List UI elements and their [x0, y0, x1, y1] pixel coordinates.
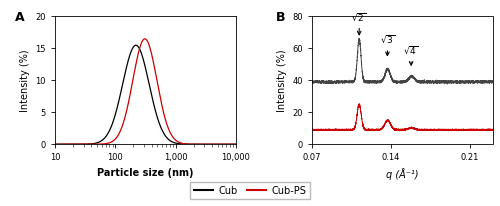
Text: B: B: [276, 11, 285, 24]
X-axis label: q (Å⁻¹): q (Å⁻¹): [386, 168, 418, 180]
Legend: Cub, Cub-PS: Cub, Cub-PS: [190, 182, 310, 199]
Text: $\sqrt{2}$: $\sqrt{2}$: [352, 11, 367, 35]
Text: A: A: [15, 11, 25, 24]
Text: $\sqrt{3}$: $\sqrt{3}$: [380, 34, 396, 56]
Y-axis label: Intensity (%): Intensity (%): [20, 49, 30, 112]
Y-axis label: Intensity (%): Intensity (%): [276, 49, 286, 112]
Text: $\sqrt{4}$: $\sqrt{4}$: [404, 45, 419, 65]
X-axis label: Particle size (nm): Particle size (nm): [97, 168, 194, 178]
